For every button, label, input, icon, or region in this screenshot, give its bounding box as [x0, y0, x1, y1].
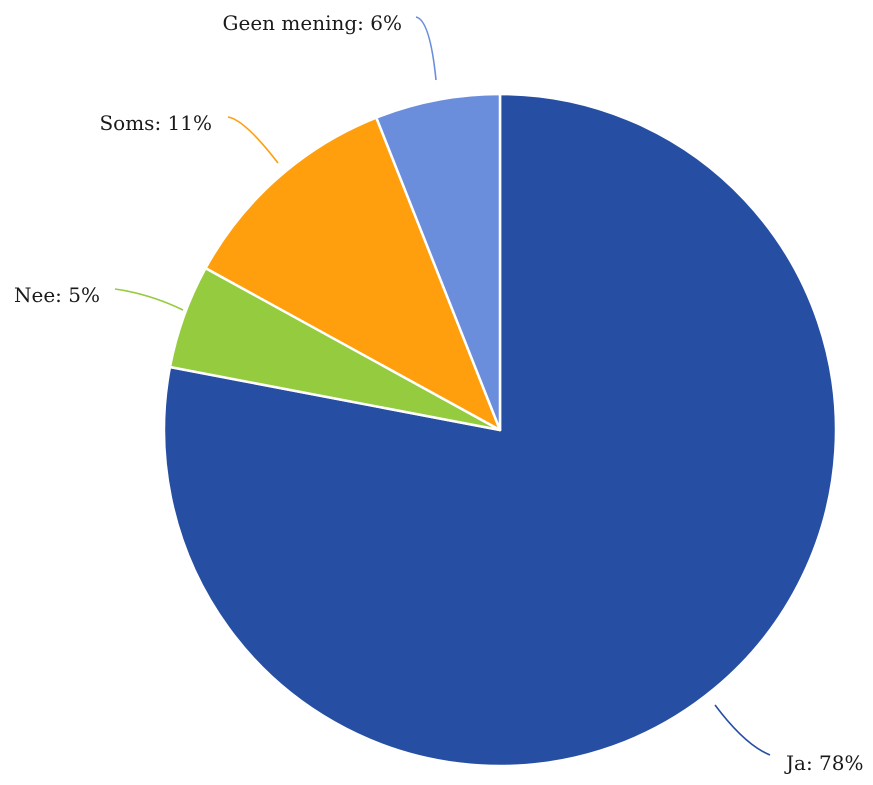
slice-label-geen-mening: Geen mening: 6% [223, 11, 402, 35]
slice-label-nee: Nee: 5% [14, 283, 100, 307]
leader-line-nee [114, 288, 184, 311]
pie-slices [162, 92, 838, 768]
pie-slice-soms [204, 116, 502, 432]
leader-line-ja [714, 704, 771, 756]
slice-label-ja: Ja: 78% [784, 751, 864, 775]
pie-slice-geen-mening [375, 92, 502, 432]
slice-label-soms: Soms: 11% [99, 111, 212, 135]
leader-line-soms [227, 116, 279, 164]
pie-slice-ja [162, 92, 838, 768]
leader-line-geen-mening [415, 16, 437, 81]
slice-labels: Ja: 78% Nee: 5% Soms: 11% Geen mening: 6% [14, 11, 864, 775]
leader-lines [114, 16, 771, 756]
